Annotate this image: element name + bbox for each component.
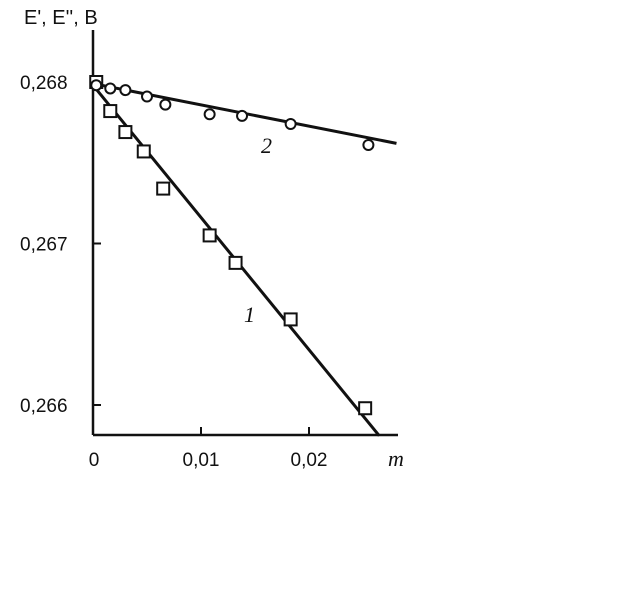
series-1-point xyxy=(103,104,118,119)
series-2-point xyxy=(159,98,172,111)
y-tick-label: 0,267 xyxy=(20,235,68,256)
series-1-point xyxy=(283,312,298,327)
x-axis-label: m xyxy=(388,446,404,471)
y-ticks: 0,266 0,267 0,268 xyxy=(20,73,101,417)
series-lines xyxy=(91,82,397,437)
series-label-2: 2 xyxy=(261,133,272,158)
x-tick-label: 0 xyxy=(89,450,100,471)
series-2-point xyxy=(90,79,103,92)
series-1-point xyxy=(358,401,373,416)
series-1-point xyxy=(202,228,217,243)
series-1-point xyxy=(118,125,133,140)
x-tick-label: 0,02 xyxy=(291,450,328,471)
series-label-1: 1 xyxy=(244,302,255,327)
series-1-point xyxy=(156,181,171,196)
series-2-point xyxy=(284,117,297,130)
series-1-point xyxy=(228,255,243,270)
y-axis-label: E', E'', B xyxy=(24,7,98,29)
x-tick-label: 0,01 xyxy=(183,450,220,471)
x-ticks: 0 0,01 0,02 xyxy=(89,427,328,471)
series-2-point xyxy=(104,82,117,95)
series-2-point xyxy=(362,138,375,151)
series-2-point xyxy=(141,90,153,103)
series-2-point xyxy=(236,109,249,122)
series-1-point xyxy=(136,144,151,159)
axes xyxy=(91,30,398,437)
series-2-point xyxy=(119,84,132,97)
series-2-point xyxy=(203,108,216,121)
series-points xyxy=(89,75,375,416)
y-tick-label: 0,266 xyxy=(20,396,68,417)
y-tick-label: 0,268 xyxy=(20,73,68,94)
